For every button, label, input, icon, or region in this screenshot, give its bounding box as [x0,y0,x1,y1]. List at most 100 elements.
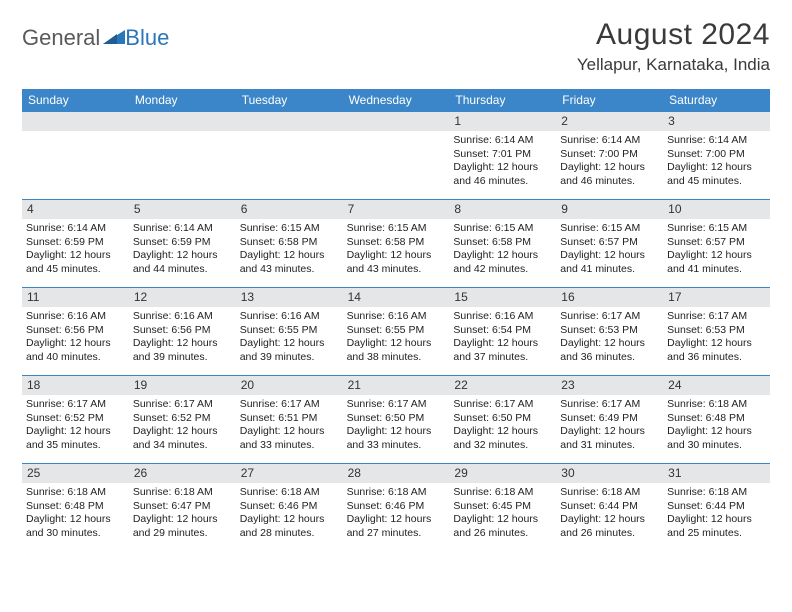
calendar-cell: 6Sunrise: 6:15 AMSunset: 6:58 PMDaylight… [236,199,343,287]
sunset-text: Sunset: 6:58 PM [240,236,339,249]
calendar-cell: 27Sunrise: 6:18 AMSunset: 6:46 PMDayligh… [236,463,343,551]
sunrise-text: Sunrise: 6:14 AM [560,134,659,147]
day-number: 13 [236,288,343,307]
day-number: 5 [129,200,236,219]
day-number: 9 [556,200,663,219]
daylight-text: Daylight: 12 hours and 34 minutes. [133,425,232,452]
day-header: Tuesday [236,89,343,111]
sunset-text: Sunset: 6:54 PM [453,324,552,337]
daylight-text: Daylight: 12 hours and 27 minutes. [347,513,446,540]
sunrise-text: Sunrise: 6:14 AM [453,134,552,147]
sunrise-text: Sunrise: 6:18 AM [667,486,766,499]
day-number: 27 [236,464,343,483]
calendar-cell: 11Sunrise: 6:16 AMSunset: 6:56 PMDayligh… [22,287,129,375]
daylight-text: Daylight: 12 hours and 33 minutes. [240,425,339,452]
sunrise-text: Sunrise: 6:18 AM [26,486,125,499]
day-number: 3 [663,112,770,131]
sunset-text: Sunset: 6:59 PM [26,236,125,249]
calendar-cell: 26Sunrise: 6:18 AMSunset: 6:47 PMDayligh… [129,463,236,551]
daylight-text: Daylight: 12 hours and 44 minutes. [133,249,232,276]
daylight-text: Daylight: 12 hours and 36 minutes. [667,337,766,364]
calendar-cell: 28Sunrise: 6:18 AMSunset: 6:46 PMDayligh… [343,463,450,551]
sunrise-text: Sunrise: 6:16 AM [347,310,446,323]
calendar-cell: 12Sunrise: 6:16 AMSunset: 6:56 PMDayligh… [129,287,236,375]
sunrise-text: Sunrise: 6:14 AM [667,134,766,147]
sunset-text: Sunset: 6:46 PM [347,500,446,513]
calendar-cell: 1 Sunrise: 6:14 AMSunset: 7:01 PMDaylight… [449,111,556,199]
daylight-text: Daylight: 12 hours and 39 minutes. [133,337,232,364]
calendar-cell: 24Sunrise: 6:18 AMSunset: 6:48 PMDayligh… [663,375,770,463]
sunset-text: Sunset: 6:57 PM [667,236,766,249]
daylight-text: Daylight: 12 hours and 40 minutes. [26,337,125,364]
calendar-cell: 13Sunrise: 6:16 AMSunset: 6:55 PMDayligh… [236,287,343,375]
day-header: Monday [129,89,236,111]
daylight-text: Daylight: 12 hours and 46 minutes. [453,161,552,188]
day-number: 26 [129,464,236,483]
sunset-text: Sunset: 7:00 PM [667,148,766,161]
daylight-text: Daylight: 12 hours and 26 minutes. [453,513,552,540]
daylight-text: Daylight: 12 hours and 33 minutes. [347,425,446,452]
daylight-text: Daylight: 12 hours and 31 minutes. [560,425,659,452]
sunset-text: Sunset: 6:48 PM [667,412,766,425]
day-number: 19 [129,376,236,395]
daylight-text: Daylight: 12 hours and 32 minutes. [453,425,552,452]
calendar-cell: 22Sunrise: 6:17 AMSunset: 6:50 PMDayligh… [449,375,556,463]
sunrise-text: Sunrise: 6:15 AM [347,222,446,235]
calendar-cell [22,111,129,199]
sunset-text: Sunset: 6:55 PM [240,324,339,337]
sunrise-text: Sunrise: 6:17 AM [560,310,659,323]
day-number: 28 [343,464,450,483]
sunset-text: Sunset: 7:01 PM [453,148,552,161]
calendar-cell: 7Sunrise: 6:15 AMSunset: 6:58 PMDaylight… [343,199,450,287]
sunrise-text: Sunrise: 6:15 AM [240,222,339,235]
calendar-cell: 4Sunrise: 6:14 AMSunset: 6:59 PMDaylight… [22,199,129,287]
location: Yellapur, Karnataka, India [577,55,770,75]
sunrise-text: Sunrise: 6:18 AM [560,486,659,499]
calendar-grid: SundayMondayTuesdayWednesdayThursdayFrid… [22,89,770,551]
month-title: August 2024 [577,18,770,52]
day-number: 24 [663,376,770,395]
calendar-cell [129,111,236,199]
sunset-text: Sunset: 6:44 PM [667,500,766,513]
calendar-cell: 15Sunrise: 6:16 AMSunset: 6:54 PMDayligh… [449,287,556,375]
daylight-text: Daylight: 12 hours and 37 minutes. [453,337,552,364]
sunset-text: Sunset: 6:52 PM [133,412,232,425]
logo-text-a: General [22,25,100,51]
calendar-cell: 5Sunrise: 6:14 AMSunset: 6:59 PMDaylight… [129,199,236,287]
day-number: 16 [556,288,663,307]
calendar-cell: 29Sunrise: 6:18 AMSunset: 6:45 PMDayligh… [449,463,556,551]
calendar-cell: 21Sunrise: 6:17 AMSunset: 6:50 PMDayligh… [343,375,450,463]
sunrise-text: Sunrise: 6:17 AM [453,398,552,411]
daylight-text: Daylight: 12 hours and 46 minutes. [560,161,659,188]
sunrise-text: Sunrise: 6:17 AM [667,310,766,323]
sunset-text: Sunset: 6:48 PM [26,500,125,513]
daylight-text: Daylight: 12 hours and 41 minutes. [560,249,659,276]
day-number: 15 [449,288,556,307]
day-number: 12 [129,288,236,307]
day-number: 7 [343,200,450,219]
sunset-text: Sunset: 6:53 PM [667,324,766,337]
day-number: 1 [449,112,556,131]
day-number: 22 [449,376,556,395]
day-number: 6 [236,200,343,219]
daylight-text: Daylight: 12 hours and 42 minutes. [453,249,552,276]
sunset-text: Sunset: 6:45 PM [453,500,552,513]
sunrise-text: Sunrise: 6:14 AM [26,222,125,235]
day-number: 10 [663,200,770,219]
calendar-cell: 2Sunrise: 6:14 AMSunset: 7:00 PMDaylight… [556,111,663,199]
day-header: Wednesday [343,89,450,111]
day-number [129,112,236,131]
sunset-text: Sunset: 6:56 PM [26,324,125,337]
sunset-text: Sunset: 6:51 PM [240,412,339,425]
day-header: Thursday [449,89,556,111]
day-number: 23 [556,376,663,395]
daylight-text: Daylight: 12 hours and 26 minutes. [560,513,659,540]
sunrise-text: Sunrise: 6:15 AM [453,222,552,235]
day-number: 8 [449,200,556,219]
calendar-cell [236,111,343,199]
day-number: 18 [22,376,129,395]
logo-icon [103,24,125,50]
daylight-text: Daylight: 12 hours and 39 minutes. [240,337,339,364]
day-number: 17 [663,288,770,307]
sunset-text: Sunset: 6:56 PM [133,324,232,337]
